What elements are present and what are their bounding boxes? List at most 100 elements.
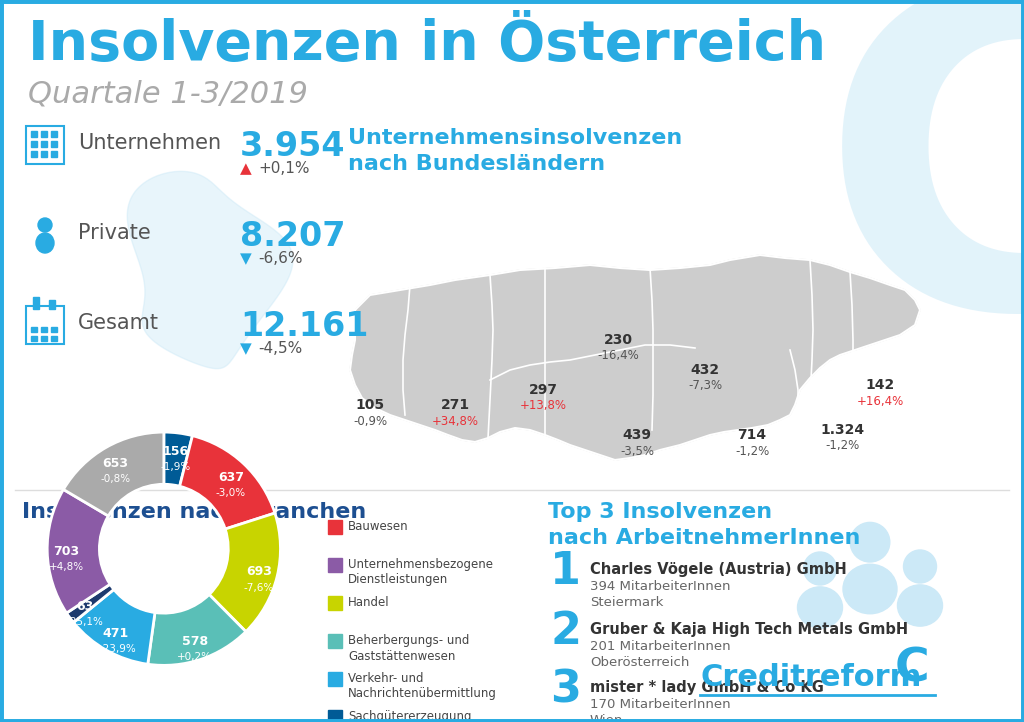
Text: Bauwesen: Bauwesen [348,520,409,533]
Text: -3,5%: -3,5% [620,445,654,458]
Wedge shape [164,432,193,486]
Text: -16,4%: -16,4% [597,349,639,362]
Text: 156: 156 [163,445,189,458]
Text: 2: 2 [550,611,581,653]
Bar [31,141,37,147]
Text: 1.324: 1.324 [821,423,865,437]
Text: Insolvenzen nach Branchen: Insolvenzen nach Branchen [22,502,367,522]
Circle shape [903,550,937,583]
Wedge shape [74,589,155,664]
Text: Sachgütererzeugung: Sachgütererzeugung [22,501,37,502]
Text: 714: 714 [737,428,767,442]
Bar [41,151,47,157]
Bar [31,327,37,332]
Text: Unternehmen: Unternehmen [78,133,221,153]
Text: -1,2%: -1,2% [826,440,860,453]
Text: -7,3%: -7,3% [688,380,722,393]
Text: -4,5%: -4,5% [258,341,302,356]
Text: 653: 653 [102,457,128,470]
Text: -7,6%: -7,6% [244,583,273,593]
Text: 432: 432 [690,363,720,377]
Text: +16,4%: +16,4% [856,394,903,407]
Text: Top 3 Insolvenzen
nach ArbeitnehmerInnen: Top 3 Insolvenzen nach ArbeitnehmerInnen [548,502,860,549]
Bar [41,336,47,341]
Text: 693: 693 [246,565,271,578]
Text: 3: 3 [550,669,581,711]
Text: 3.954: 3.954 [240,130,345,163]
Wedge shape [179,435,274,529]
Text: -0,9%: -0,9% [353,414,387,427]
Text: -1,2%: -1,2% [735,445,769,458]
Bar [51,151,57,157]
Text: Sachgütererzeugung: Sachgütererzeugung [348,710,471,722]
Text: Handel: Handel [348,596,389,609]
Text: Quartale 1-3/2019: Quartale 1-3/2019 [28,80,308,109]
Text: C: C [895,647,930,692]
Text: Unternehmensinsolvenzen
nach Bundesländern: Unternehmensinsolvenzen nach Bundeslände… [348,128,682,175]
Text: 8.207: 8.207 [240,220,345,253]
Text: -3,0%: -3,0% [216,488,246,498]
Text: C: C [820,0,1024,400]
Text: 201 MitarbeiterInnen: 201 MitarbeiterInnen [590,640,731,653]
Text: 394 MitarbeiterInnen: 394 MitarbeiterInnen [590,580,730,593]
Text: Insolvenzen in Österreich: Insolvenzen in Österreich [28,18,826,72]
Text: Creditreform: Creditreform [700,663,922,692]
Text: +34,8%: +34,8% [431,414,478,427]
Ellipse shape [36,233,54,253]
Text: -6,6%: -6,6% [258,251,302,266]
Bar [328,634,342,648]
Text: 63: 63 [77,600,94,613]
Bar [51,131,57,137]
Circle shape [804,552,837,585]
Text: +23,9%: +23,9% [95,645,137,654]
Text: Wien: Wien [590,714,624,722]
Bar [31,131,37,137]
Text: Unternehmensbezogene
Dienstleistungen: Unternehmensbezogene Dienstleistungen [348,558,493,586]
Text: mister * lady GmbH & Co KG: mister * lady GmbH & Co KG [590,680,824,695]
Text: 439: 439 [623,428,651,442]
Text: -0,8%: -0,8% [100,474,130,484]
Text: +4,8%: +4,8% [48,562,84,572]
Bar [41,141,47,147]
Bar [51,336,57,341]
Text: 170 MitarbeiterInnen: 170 MitarbeiterInnen [590,698,731,711]
Text: ▼: ▼ [240,341,252,356]
Text: 297: 297 [528,383,557,397]
Text: 230: 230 [603,333,633,347]
Text: 703: 703 [53,544,79,557]
Text: 637: 637 [218,471,244,484]
Bar [33,297,39,309]
Bar [328,672,342,686]
Text: 271: 271 [440,398,470,412]
Bar [328,596,342,610]
Bar [41,327,47,332]
Bar [31,151,37,157]
Wedge shape [63,432,164,516]
Bar [41,131,47,137]
Bar [328,520,342,534]
Text: -35,1%: -35,1% [67,617,103,627]
Wedge shape [147,594,246,666]
Bar [51,327,57,332]
Bar [31,336,37,341]
Text: 578: 578 [181,635,208,648]
Text: Oberösterreich: Oberösterreich [590,656,689,669]
Text: Steiermark: Steiermark [590,596,664,609]
Text: Gesamt: Gesamt [78,313,159,333]
Wedge shape [47,490,111,613]
Text: 1: 1 [550,550,581,593]
Bar [328,558,342,572]
Ellipse shape [798,587,843,628]
Bar [51,141,57,147]
Circle shape [850,523,890,562]
Wedge shape [209,513,281,632]
Bar [49,300,55,309]
Ellipse shape [897,585,942,626]
Bar [328,710,342,722]
Text: +13,8%: +13,8% [519,399,566,412]
Text: 12.161: 12.161 [240,310,369,343]
Text: +0,2%: +0,2% [177,652,212,662]
Polygon shape [350,255,920,460]
Ellipse shape [843,565,897,614]
Text: Beherbergungs- und
Gaststättenwesen: Beherbergungs- und Gaststättenwesen [348,634,469,663]
